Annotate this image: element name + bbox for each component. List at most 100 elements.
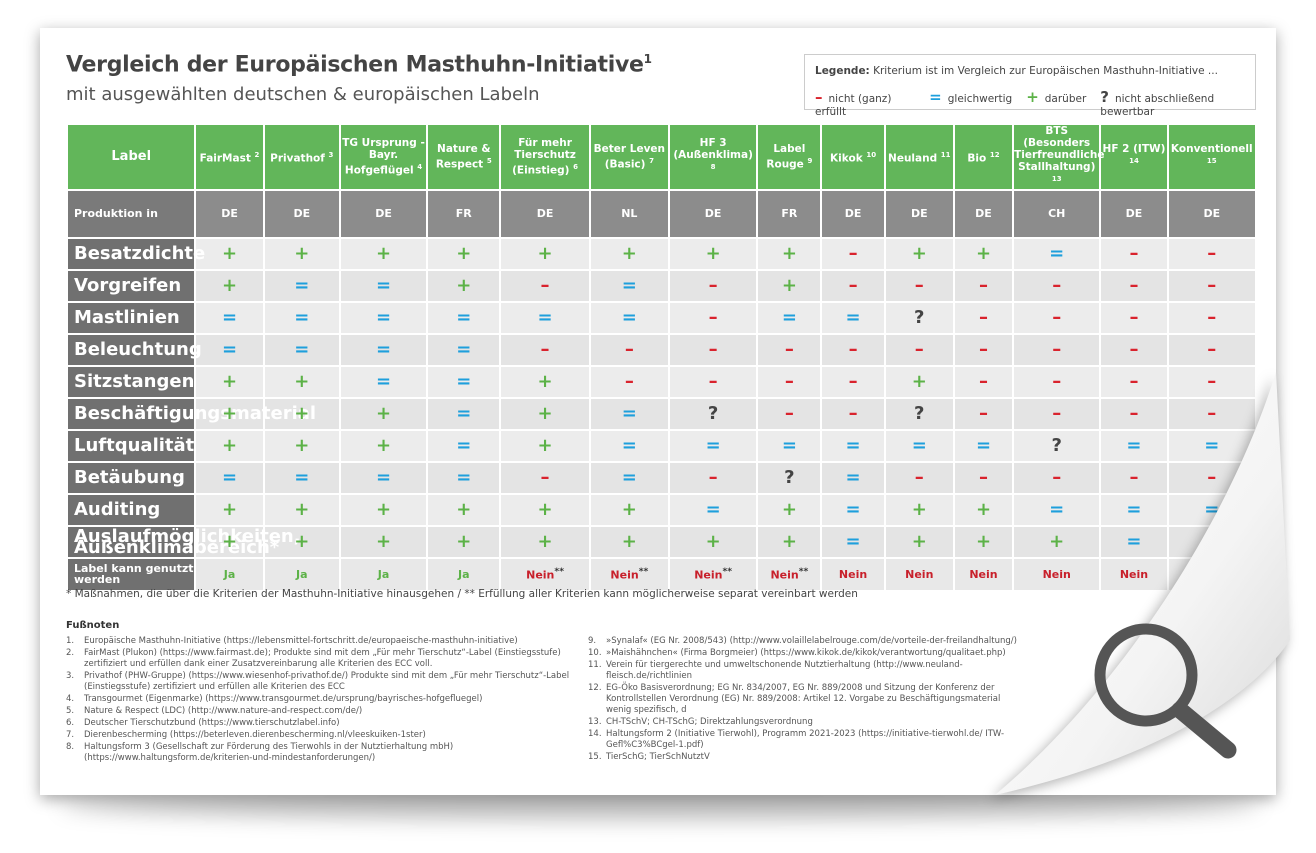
footnote-number: 12. bbox=[588, 683, 602, 693]
rating-cell: – bbox=[669, 462, 757, 493]
rating-cell: ? bbox=[669, 398, 757, 429]
rating-cell: = bbox=[1014, 238, 1100, 269]
rating-cell: + bbox=[196, 494, 263, 525]
rating-cell: – bbox=[669, 334, 757, 365]
row-label: Beleuchtung bbox=[68, 334, 202, 365]
rating-cell: + bbox=[1014, 526, 1100, 557]
rating-cell: – bbox=[954, 302, 1013, 333]
usage-cell: Ja bbox=[196, 558, 263, 590]
data-row: Besatzdichte + + + + + + + + – + + = – – bbox=[68, 238, 1255, 269]
rating-cell: – bbox=[822, 398, 884, 429]
footnote-text: Transgourmet (Eigenmarke) (https://www.t… bbox=[84, 694, 483, 704]
footnote-text: Haltungsform 2 (Initiative Tierwohl), Pr… bbox=[606, 729, 1005, 750]
usage-cell: Nein** bbox=[758, 558, 821, 590]
rating-cell: = bbox=[264, 462, 339, 493]
origin-cell: DE bbox=[501, 190, 589, 237]
column-sup: 5 bbox=[486, 157, 492, 165]
rating-cell: + bbox=[428, 494, 500, 525]
rating-cell: – bbox=[822, 238, 884, 269]
rating-cell: + bbox=[340, 526, 427, 557]
column-sup: 2 bbox=[254, 151, 260, 159]
usage-text: Nein bbox=[969, 567, 998, 581]
column-sup: 12 bbox=[989, 151, 1000, 159]
footnote-text: Nature & Respect (LDC) (http://www.natur… bbox=[84, 706, 363, 716]
column-name: Bio bbox=[967, 152, 987, 165]
usage-text: Nein bbox=[1042, 567, 1071, 581]
origin-cell: DE bbox=[1168, 190, 1255, 237]
origin-cell: DE bbox=[264, 190, 339, 237]
footnote-number: 4. bbox=[66, 694, 75, 704]
footnote-number: 9. bbox=[588, 636, 597, 646]
rating-cell: – bbox=[1014, 462, 1100, 493]
rating-cell: + bbox=[264, 430, 339, 461]
usage-text: Nein bbox=[610, 568, 639, 582]
column-name: Für mehr Tierschutz (Einstieg) bbox=[512, 137, 576, 177]
footnote-text: Dierenbescherming (https://beterleven.di… bbox=[84, 730, 426, 740]
usage-cell: Nein bbox=[885, 558, 953, 590]
rating-cell: + bbox=[885, 238, 953, 269]
rating-cell: – bbox=[1101, 366, 1167, 397]
footnote-number: 11. bbox=[588, 660, 602, 670]
rating-cell: + bbox=[428, 238, 500, 269]
rating-cell: – bbox=[758, 398, 821, 429]
rating-cell: + bbox=[340, 430, 427, 461]
rating-cell: – bbox=[954, 334, 1013, 365]
column-name: Label Rouge bbox=[766, 143, 806, 171]
header-cell: BTS (Besonders Tierfreundliche Stallhalt… bbox=[1014, 125, 1105, 189]
origin-row: Produktion in DE DE DE FR DE NL DE FR DE DE DE CH DE D… bbox=[68, 190, 1255, 237]
usage-cell: Nein** bbox=[590, 558, 668, 590]
rating-cell: – bbox=[1168, 270, 1255, 301]
rating-cell: + bbox=[501, 366, 589, 397]
rating-cell: = bbox=[1101, 526, 1167, 557]
origin-cell: NL bbox=[590, 190, 668, 237]
rating-cell: – bbox=[501, 270, 589, 301]
rating-cell: – bbox=[954, 462, 1013, 493]
usage-cell: Nein bbox=[1014, 558, 1100, 590]
rating-cell: + bbox=[669, 526, 757, 557]
rating-cell: + bbox=[196, 430, 263, 461]
legend-item: = gleichwertig bbox=[929, 88, 1012, 118]
rating-cell: – bbox=[885, 334, 953, 365]
footnote-number: 3. bbox=[66, 671, 75, 681]
footnote-number: 6. bbox=[66, 718, 75, 728]
footnote: 6. Deutscher Tierschutzbund (https://www.… bbox=[66, 718, 576, 729]
footnote-text: Privathof (PHW-Gruppe) (https://www.wies… bbox=[84, 671, 570, 692]
rating-cell: ? bbox=[1014, 430, 1100, 461]
footnote-number: 2. bbox=[66, 648, 75, 658]
rating-cell: ? bbox=[885, 398, 953, 429]
rating-cell: = bbox=[340, 302, 427, 333]
header-cell: TG Ursprung - Bayr. Hofgeflügel 4 bbox=[340, 125, 427, 189]
rating-cell: = bbox=[428, 430, 500, 461]
origin-cell: DE bbox=[822, 190, 884, 237]
row-label: Luftqualität bbox=[68, 430, 195, 461]
rating-cell: – bbox=[758, 366, 821, 397]
rating-cell: = bbox=[590, 398, 668, 429]
rating-cell: – bbox=[669, 302, 757, 333]
rating-cell: = bbox=[428, 302, 500, 333]
footnote: 2. FairMast (Plukon) (https://www.fairmas… bbox=[66, 648, 576, 670]
data-row: Betäubung = = = = – = –? = – – – – – bbox=[68, 462, 1255, 493]
rating-cell: = bbox=[196, 334, 263, 365]
rating-cell: – bbox=[1101, 302, 1167, 333]
rating-cell: ? bbox=[885, 302, 953, 333]
footnotes-title: Fußnoten bbox=[66, 620, 120, 631]
footnote: 9. »Synalaf« (EG Nr. 2008/543) (http://ww… bbox=[588, 636, 1028, 647]
rating-cell: = bbox=[590, 302, 668, 333]
rating-cell: = bbox=[1101, 494, 1167, 525]
rating-cell: + bbox=[340, 398, 427, 429]
subtitle: mit ausgewählten deutschen & europäische… bbox=[66, 84, 540, 105]
header-cell: Kikok 10 bbox=[822, 125, 884, 189]
rating-cell: – bbox=[669, 366, 757, 397]
rating-cell: = bbox=[590, 430, 668, 461]
usage-note: ** bbox=[554, 566, 564, 578]
column-sup: 7 bbox=[649, 157, 654, 165]
column-sup: 8 bbox=[710, 163, 716, 171]
rating-cell: – bbox=[1014, 302, 1100, 333]
column-sup: 15 bbox=[1206, 157, 1217, 165]
header-cell: Bio 12 bbox=[954, 125, 1013, 189]
header-cell: Privathof 3 bbox=[264, 125, 339, 189]
row-label: Auditing bbox=[68, 494, 195, 525]
legend-symbol: ? bbox=[1100, 88, 1109, 106]
